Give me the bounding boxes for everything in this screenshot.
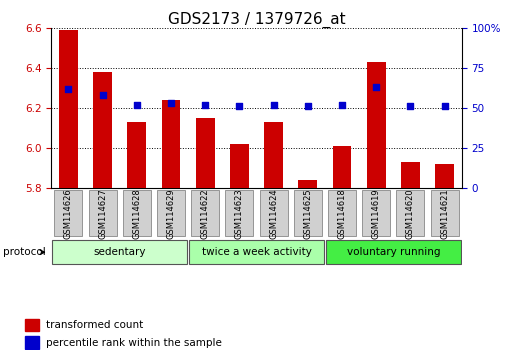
Bar (52, 240, 187, 264)
Point (133, 102, 141, 108)
Text: GSM114622: GSM114622 (201, 188, 210, 239)
Bar (191, 190, 219, 236)
Bar (93, 72, 112, 188)
Bar (230, 144, 249, 188)
Text: GSM114619: GSM114619 (372, 188, 381, 239)
Point (269, 102, 278, 108)
Bar (25, 336, 39, 349)
Text: GSM114620: GSM114620 (406, 188, 415, 239)
Bar (260, 190, 288, 236)
Bar (196, 118, 214, 188)
Point (304, 103, 312, 109)
Point (441, 103, 449, 109)
Text: percentile rank within the sample: percentile rank within the sample (46, 338, 222, 348)
Bar (401, 162, 420, 188)
Bar (54, 190, 83, 236)
Bar (157, 190, 185, 236)
Bar (430, 190, 459, 236)
Bar (59, 30, 78, 188)
Text: GSM114629: GSM114629 (167, 188, 175, 239)
Bar (123, 190, 151, 236)
Bar (367, 62, 386, 188)
Text: GSM114628: GSM114628 (132, 188, 141, 239)
Text: transformed count: transformed count (46, 320, 143, 330)
Text: GSM114624: GSM114624 (269, 188, 278, 239)
Bar (162, 100, 181, 188)
Bar (299, 180, 317, 188)
Point (201, 102, 209, 108)
Bar (127, 122, 146, 188)
Bar (435, 164, 454, 188)
Bar (294, 190, 322, 236)
Bar (89, 190, 116, 236)
Bar (225, 190, 253, 236)
Text: GSM114627: GSM114627 (98, 188, 107, 239)
Point (98, 92, 107, 98)
Text: GSM114623: GSM114623 (235, 188, 244, 239)
Bar (362, 190, 390, 236)
Text: protocol: protocol (3, 247, 45, 257)
Bar (326, 240, 461, 264)
Text: GSM114626: GSM114626 (64, 188, 73, 239)
Text: twice a week activity: twice a week activity (202, 247, 311, 257)
Text: GSM114625: GSM114625 (303, 188, 312, 239)
Point (338, 102, 346, 108)
Text: GSM114621: GSM114621 (440, 188, 449, 239)
Bar (328, 190, 356, 236)
Point (406, 103, 415, 109)
Bar (25, 319, 39, 331)
Bar (189, 240, 324, 264)
Point (235, 103, 244, 109)
Bar (264, 122, 283, 188)
Text: sedentary: sedentary (93, 247, 146, 257)
Point (167, 101, 175, 106)
Point (64, 86, 72, 92)
Bar (332, 146, 351, 188)
Point (372, 85, 380, 90)
Text: GSM114618: GSM114618 (338, 188, 346, 239)
Title: GDS2173 / 1379726_at: GDS2173 / 1379726_at (168, 12, 345, 28)
Bar (397, 190, 424, 236)
Text: voluntary running: voluntary running (347, 247, 440, 257)
